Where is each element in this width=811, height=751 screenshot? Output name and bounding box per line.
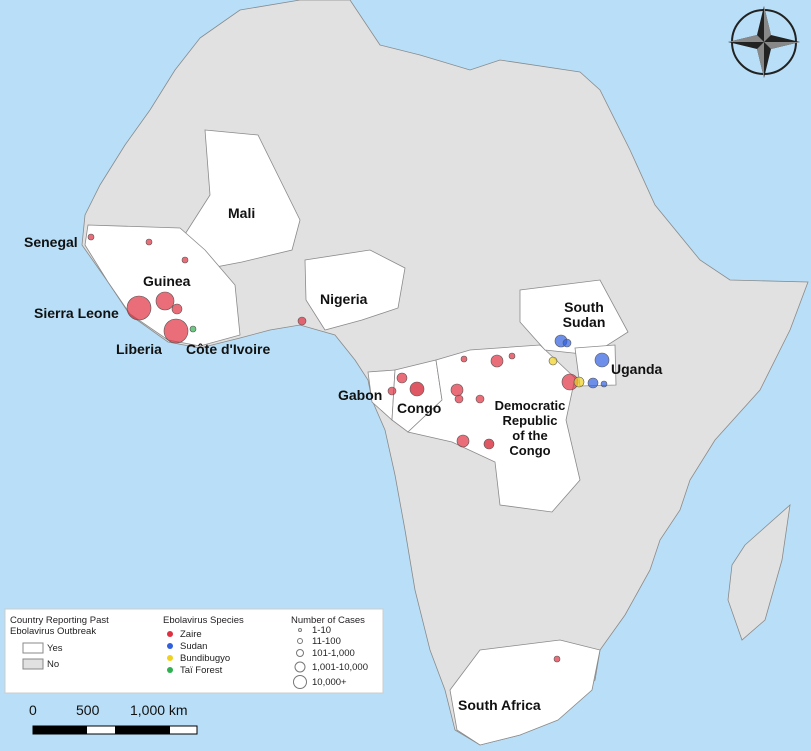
marker (475, 394, 485, 404)
legend-item: 1-10 (312, 625, 332, 636)
country-label: Gabon (338, 387, 383, 403)
compass (728, 6, 800, 78)
marker (171, 303, 183, 315)
marker (490, 354, 504, 368)
legend-item: Sudan (180, 641, 208, 652)
country-label: Congo (397, 400, 442, 416)
marker (553, 655, 561, 663)
country-label: Liberia (116, 341, 162, 357)
country-label: South Africa (458, 697, 541, 713)
country-label: Guinea (143, 273, 191, 289)
marker (396, 372, 408, 384)
country-label: Nigeria (320, 291, 368, 307)
marker (87, 233, 95, 241)
country-label: South Sudan (562, 299, 606, 330)
legend-item: Zaire (180, 629, 202, 640)
legend-swatch (167, 667, 173, 673)
legend-title: Country Reporting Past Ebolavirus Outbre… (10, 615, 109, 637)
marker (483, 438, 495, 450)
madagascar (727, 503, 791, 641)
legend-item: 11-100 (312, 636, 341, 647)
marker (562, 338, 572, 348)
legend-item: 10,000+ (312, 677, 347, 688)
legend-item: Taï Forest (180, 665, 223, 676)
marker (181, 256, 189, 264)
marker (508, 352, 516, 360)
country-mali (179, 129, 301, 271)
marker (145, 238, 153, 246)
legend-item: Yes (47, 643, 63, 654)
legend-title: Ebolavirus Species (163, 615, 244, 626)
country-label: Uganda (611, 361, 663, 377)
country-label: Senegal (24, 234, 78, 250)
country-label: Democratic Republic of the Congo (494, 398, 566, 458)
marker (297, 316, 307, 326)
marker (126, 295, 152, 321)
legend-swatch (167, 631, 173, 637)
marker (548, 356, 558, 366)
legend-sizes (293, 628, 307, 689)
legend-swatch-yes (22, 642, 44, 654)
scale-label: 500 (76, 702, 100, 718)
legend-item: Bundibugyo (180, 653, 231, 664)
country-label: Côte d'Ivoire (186, 341, 271, 357)
legend-box (4, 608, 384, 694)
legend-item: 1,001-10,000 (312, 662, 368, 673)
country-label: Mali (228, 205, 256, 221)
legend-item: No (47, 659, 60, 670)
country-label: Sierra Leone (34, 305, 119, 321)
scale-bar (32, 725, 198, 735)
legend-item: 101-1,000 (312, 648, 355, 659)
scale-label: 1,000 km (130, 702, 188, 718)
marker (594, 352, 610, 368)
marker (163, 318, 189, 344)
marker (456, 434, 470, 448)
marker (573, 376, 585, 388)
legend-title: Number of Cases (291, 615, 365, 626)
marker (189, 325, 197, 333)
marker (454, 394, 464, 404)
country-west-africa (84, 224, 241, 347)
marker (409, 381, 425, 397)
legend-swatch (167, 643, 173, 649)
scale-label: 0 (29, 702, 37, 718)
outbreak-markers (87, 233, 610, 663)
marker (387, 386, 397, 396)
marker (600, 380, 608, 388)
marker (587, 377, 599, 389)
marker (155, 291, 175, 311)
marker (450, 383, 464, 397)
country-nigeria (304, 249, 406, 331)
legend-swatch (167, 655, 173, 661)
legend-swatch-no (22, 658, 44, 670)
country-south-africa (449, 639, 601, 746)
marker (460, 355, 468, 363)
